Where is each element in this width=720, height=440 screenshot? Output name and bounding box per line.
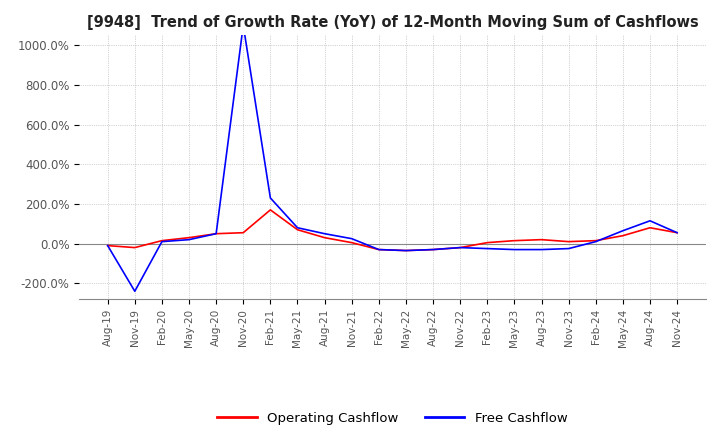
Free Cashflow (158, 239, 166, 244)
Operating Cashflow (618, 233, 627, 238)
Free Cashflow (239, 22, 248, 28)
Free Cashflow (618, 228, 627, 233)
Free Cashflow (428, 247, 437, 252)
Free Cashflow (402, 248, 410, 253)
Operating Cashflow (428, 247, 437, 252)
Free Cashflow (483, 246, 492, 251)
Free Cashflow (212, 231, 220, 236)
Operating Cashflow (374, 247, 383, 252)
Operating Cashflow (130, 245, 139, 250)
Line: Free Cashflow: Free Cashflow (108, 25, 677, 291)
Operating Cashflow (483, 240, 492, 245)
Operating Cashflow (564, 239, 573, 244)
Operating Cashflow (537, 237, 546, 242)
Free Cashflow (348, 236, 356, 241)
Operating Cashflow (456, 245, 464, 250)
Operating Cashflow (591, 238, 600, 243)
Free Cashflow (266, 195, 275, 201)
Operating Cashflow (266, 207, 275, 213)
Operating Cashflow (158, 238, 166, 243)
Free Cashflow (293, 225, 302, 231)
Free Cashflow (130, 289, 139, 294)
Free Cashflow (320, 231, 329, 236)
Free Cashflow (456, 245, 464, 250)
Free Cashflow (537, 247, 546, 252)
Free Cashflow (185, 237, 194, 242)
Operating Cashflow (646, 225, 654, 231)
Free Cashflow (374, 247, 383, 252)
Free Cashflow (104, 243, 112, 248)
Title: [9948]  Trend of Growth Rate (YoY) of 12-Month Moving Sum of Cashflows: [9948] Trend of Growth Rate (YoY) of 12-… (86, 15, 698, 30)
Free Cashflow (510, 247, 518, 252)
Operating Cashflow (212, 231, 220, 236)
Operating Cashflow (672, 230, 681, 235)
Free Cashflow (591, 239, 600, 244)
Free Cashflow (672, 230, 681, 235)
Operating Cashflow (104, 243, 112, 248)
Free Cashflow (646, 218, 654, 224)
Operating Cashflow (510, 238, 518, 243)
Free Cashflow (564, 246, 573, 251)
Operating Cashflow (402, 248, 410, 253)
Operating Cashflow (185, 235, 194, 240)
Operating Cashflow (348, 240, 356, 245)
Operating Cashflow (239, 230, 248, 235)
Line: Operating Cashflow: Operating Cashflow (108, 210, 677, 250)
Operating Cashflow (320, 235, 329, 240)
Operating Cashflow (293, 227, 302, 232)
Legend: Operating Cashflow, Free Cashflow: Operating Cashflow, Free Cashflow (212, 406, 573, 430)
